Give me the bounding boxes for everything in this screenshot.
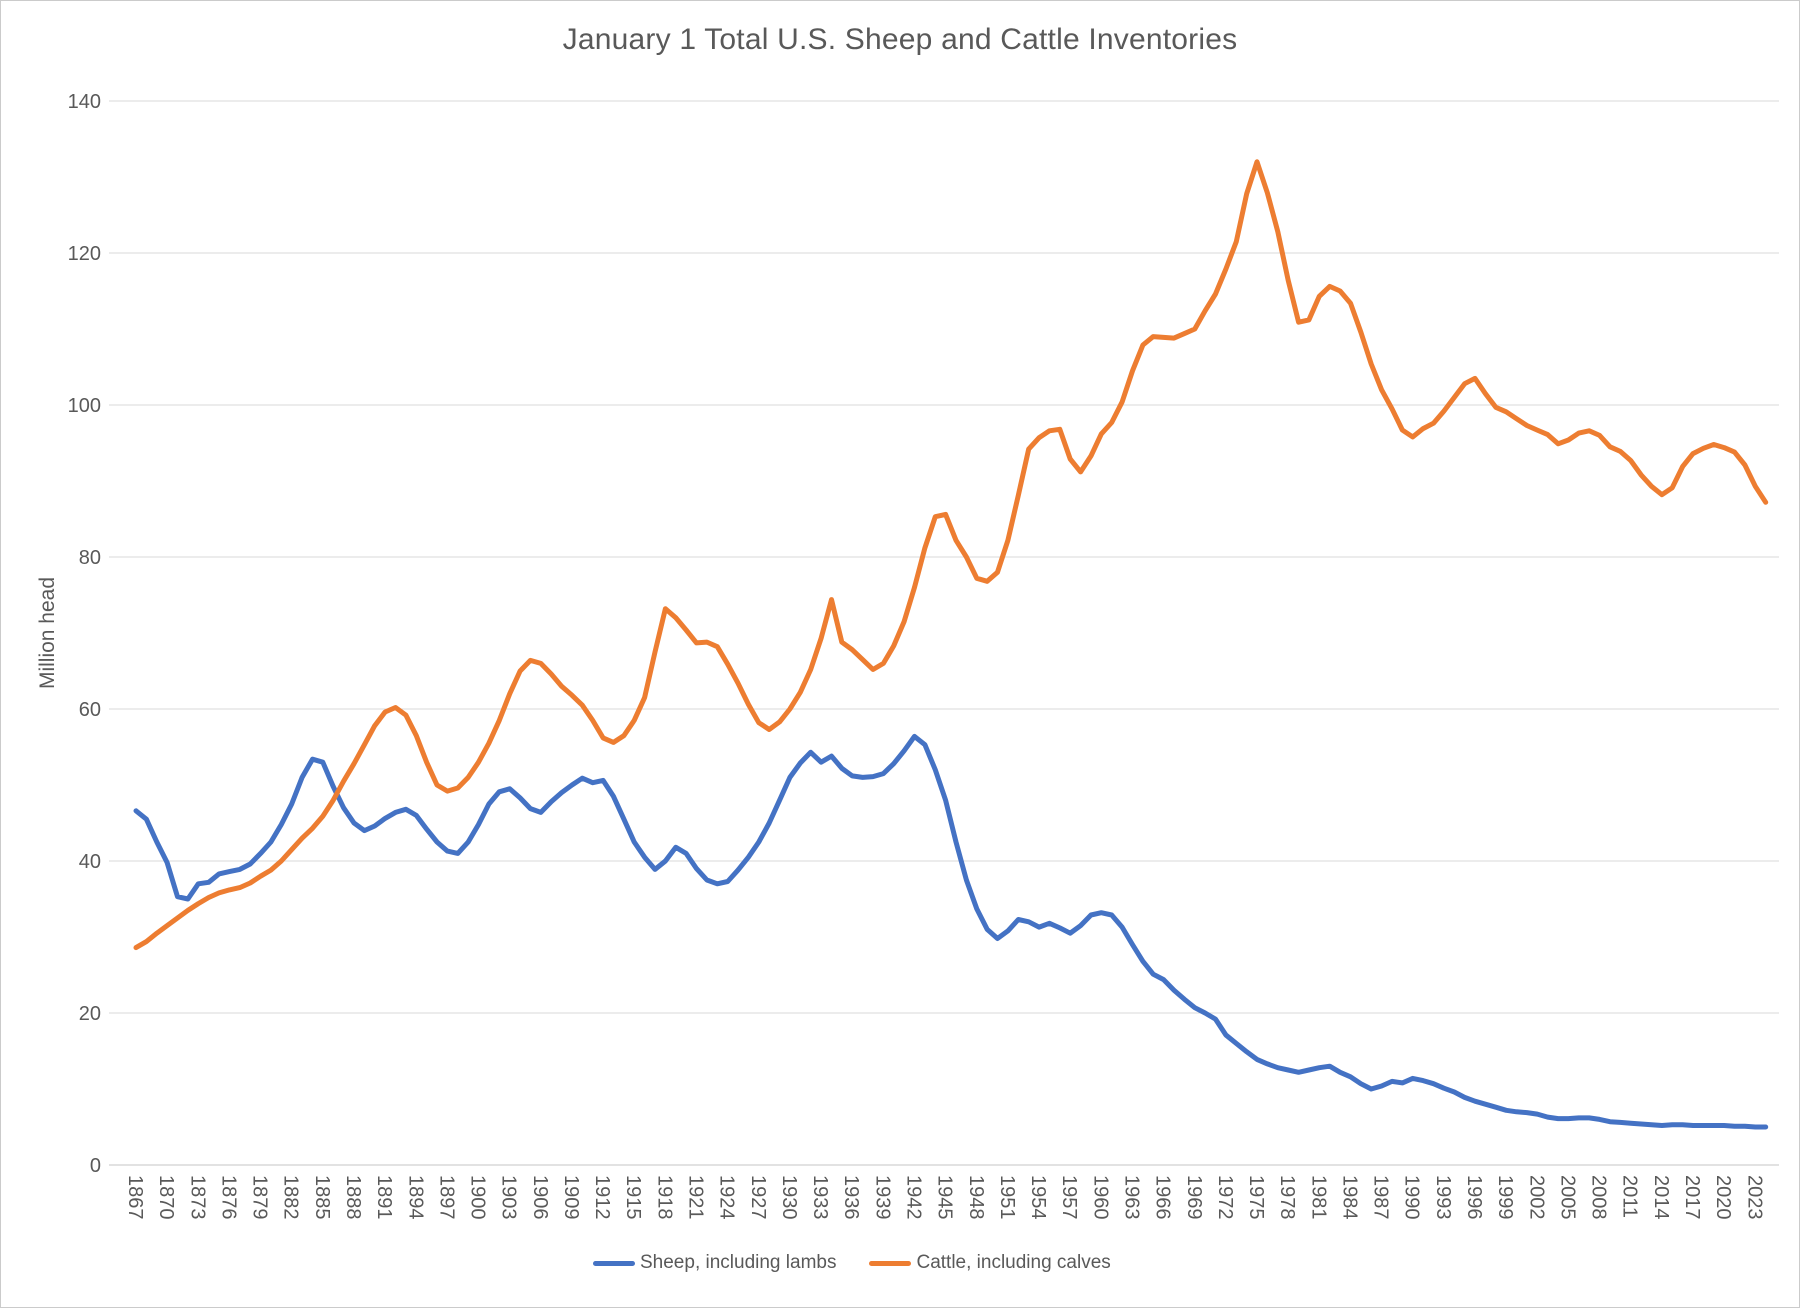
x-tick-label: 1870: [155, 1175, 177, 1220]
x-tick-label: 2023: [1743, 1175, 1765, 1220]
x-tick-label: 1900: [467, 1175, 489, 1220]
x-tick-label: 1945: [934, 1175, 956, 1220]
x-tick-label: 1981: [1307, 1175, 1329, 1220]
sheep-line-swatch: [593, 1260, 635, 1266]
y-tick-label: 140: [68, 91, 101, 113]
x-tick-label: 2008: [1588, 1175, 1610, 1220]
x-tick-label: 1993: [1432, 1175, 1454, 1220]
x-tick-label: 2002: [1525, 1175, 1547, 1220]
x-tick-label: 2017: [1681, 1175, 1703, 1220]
x-tick-label: 1990: [1401, 1175, 1423, 1220]
x-tick-label: 1936: [840, 1175, 862, 1220]
x-tick-label: 1996: [1463, 1175, 1485, 1220]
x-tick-label: 1915: [622, 1175, 644, 1220]
x-tick-label: 1954: [1027, 1175, 1049, 1220]
x-tick-label: 1927: [747, 1175, 769, 1220]
x-tick-label: 1876: [217, 1175, 239, 1220]
x-tick-label: 1960: [1089, 1175, 1111, 1220]
x-tick-label: 1978: [1276, 1175, 1298, 1220]
x-tick-label: 1933: [809, 1175, 831, 1220]
cattle-series-line: [133, 159, 1769, 951]
x-tick-label: 1930: [778, 1175, 800, 1220]
x-tick-label: 1924: [716, 1175, 738, 1220]
x-tick-label: 1897: [435, 1175, 457, 1220]
legend-label-sheep: Sheep, including lambs: [640, 1252, 837, 1273]
x-tick-label: 1969: [1183, 1175, 1205, 1220]
x-tick-label: 1975: [1245, 1175, 1267, 1220]
y-tick-label: 0: [90, 1155, 101, 1177]
legend-item-cattle[interactable]: Cattle, including calves: [869, 1252, 1111, 1274]
sheep-series-line: [133, 733, 1769, 1130]
x-tick-label: 2011: [1619, 1175, 1641, 1218]
x-tick-label: 1879: [249, 1175, 271, 1220]
x-tick-label: 1963: [1120, 1175, 1142, 1220]
legend: Sheep, including lambs Cattle, including…: [593, 1247, 1111, 1279]
x-tick-label: 1951: [996, 1175, 1018, 1220]
x-tick-label: 1903: [498, 1175, 520, 1220]
x-tick-label: 1939: [871, 1175, 893, 1220]
y-tick-label: 20: [79, 1003, 101, 1025]
x-tick-label: 1972: [1214, 1175, 1236, 1220]
x-tick-label: 1906: [529, 1175, 551, 1220]
x-tick-label: 1987: [1370, 1175, 1392, 1220]
legend-label-cattle: Cattle, including calves: [916, 1252, 1111, 1273]
x-tick-label: 1966: [1152, 1175, 1174, 1220]
legend-item-sheep[interactable]: Sheep, including lambs: [593, 1252, 836, 1274]
cattle-line-swatch: [869, 1260, 912, 1266]
x-tick-label: 1873: [186, 1175, 208, 1220]
y-axis-title: Million head: [36, 576, 59, 690]
y-tick-label: 40: [79, 851, 101, 873]
x-tick-label: 1867: [124, 1175, 146, 1220]
x-tick-label: 1957: [1058, 1175, 1080, 1220]
x-tick-label: 1891: [373, 1175, 395, 1220]
x-tick-label: 1984: [1338, 1175, 1360, 1220]
x-tick-label: 1888: [342, 1175, 364, 1220]
x-tick-label: 1918: [653, 1175, 675, 1220]
x-tick-label: 2020: [1712, 1175, 1734, 1220]
y-tick-label: 80: [79, 547, 101, 569]
y-tick-label: 100: [68, 395, 101, 417]
chart-title: January 1 Total U.S. Sheep and Cattle In…: [562, 23, 1238, 56]
y-tick-label: 120: [68, 243, 101, 265]
x-tick-label: 1999: [1494, 1175, 1516, 1220]
x-tick-label: 1948: [965, 1175, 987, 1220]
x-tick-label: 1921: [685, 1175, 707, 1220]
y-tick-label: 60: [79, 699, 101, 721]
x-tick-label: 1882: [280, 1175, 302, 1220]
x-tick-label: 1912: [591, 1175, 613, 1220]
x-tick-label: 2014: [1650, 1175, 1672, 1220]
x-tick-label: 2005: [1556, 1175, 1578, 1220]
x-tick-label: 1942: [903, 1175, 925, 1220]
x-tick-label: 1909: [560, 1175, 582, 1220]
x-tick-label: 1885: [311, 1175, 333, 1220]
x-tick-label: 1894: [404, 1175, 426, 1220]
